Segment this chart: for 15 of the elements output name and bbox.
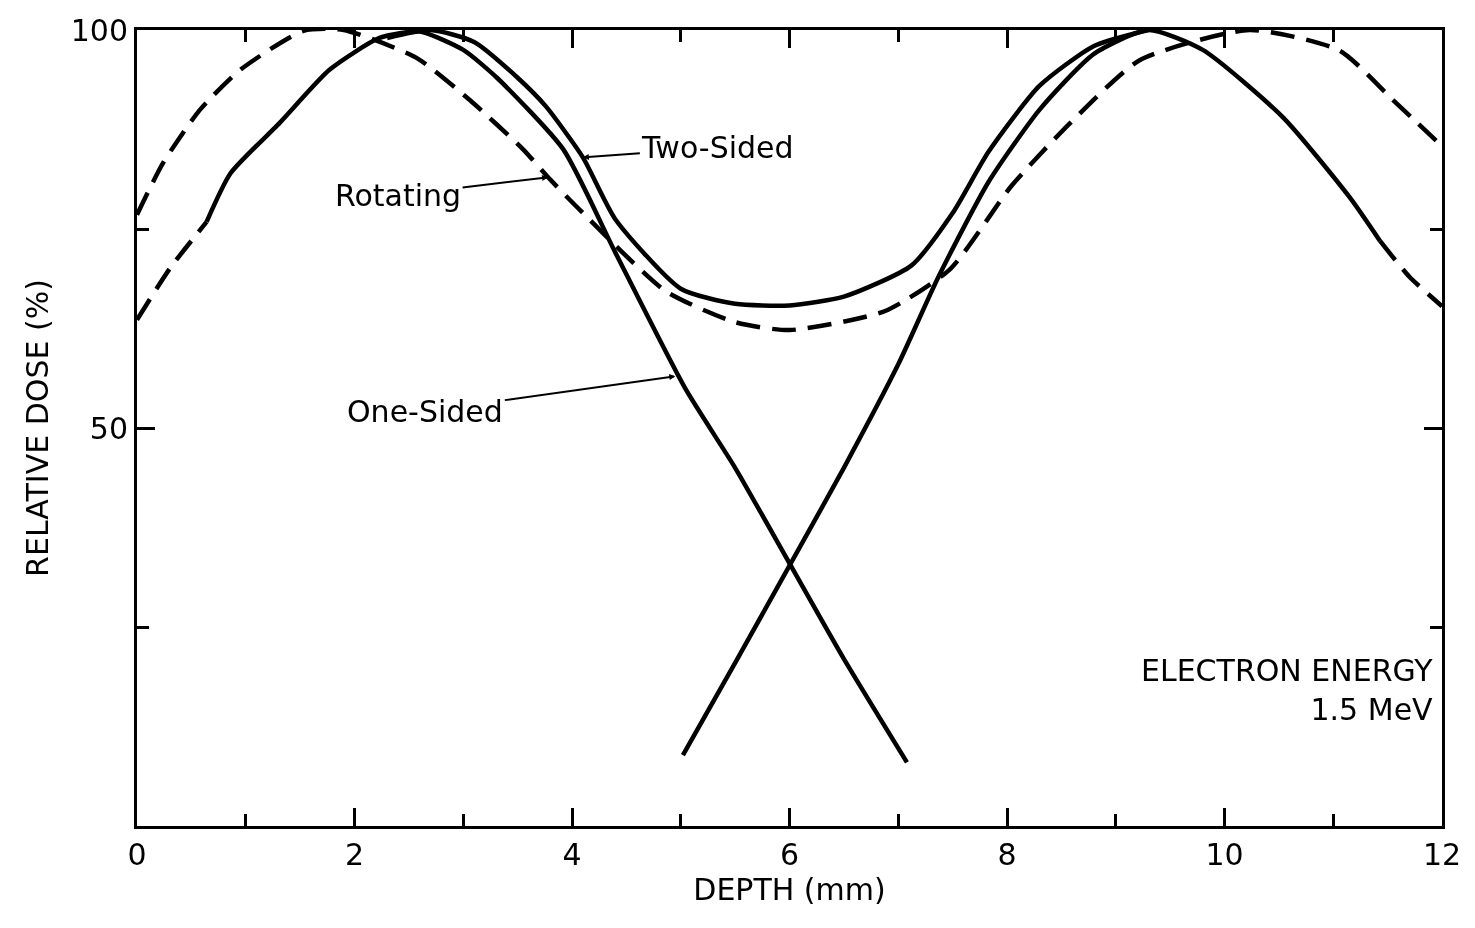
y-tick-label: 100 [70,12,128,48]
annotation: One-Sided [347,394,503,429]
x-tick-label: 6 [779,837,800,872]
x-tick-label: 0 [127,837,147,872]
x-tick-label: 8 [997,837,1017,872]
y-axis-title: RELATIVE DOSE (%) [19,279,55,577]
x-tick-label: 10 [1205,837,1244,872]
x-tick-label: 12 [1422,837,1462,872]
x-tick-label: 2 [344,837,365,872]
x-axis-title: DEPTH (mm) [693,872,886,907]
annotation: Rotating [335,178,462,213]
annotation: ELECTRON ENERGY 1.5 MeV [1141,653,1434,727]
x-tick-label: 4 [562,837,582,872]
y-tick-label: 50 [89,410,128,446]
annotation: Two-Sided [641,130,794,165]
